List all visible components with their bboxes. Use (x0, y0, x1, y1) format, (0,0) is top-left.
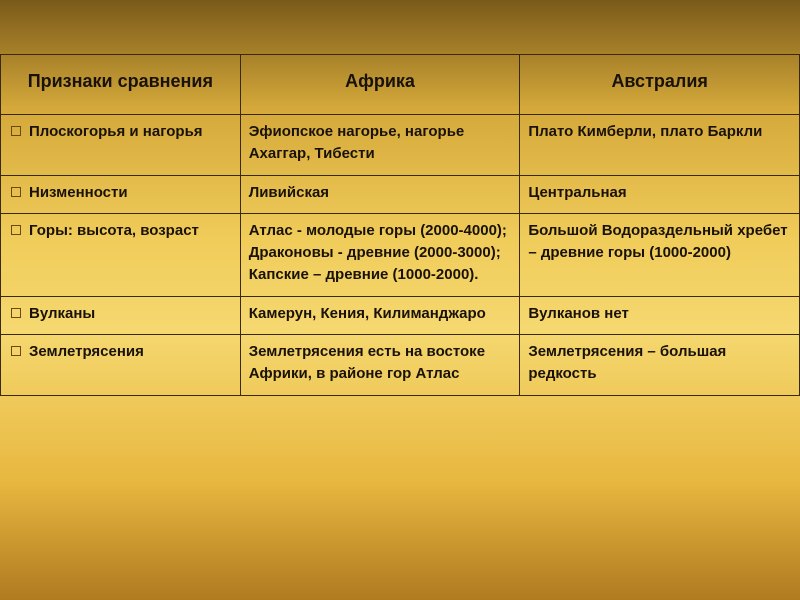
table-row: Низменности ЛивийскаяЦентральная (1, 175, 800, 214)
criteria-cell: Низменности (1, 175, 241, 214)
africa-cell: Камерун, Кения, Килиманджаро (240, 296, 520, 335)
bullet-icon (11, 308, 21, 318)
bullet-icon (11, 126, 21, 136)
bullet-icon (11, 187, 21, 197)
criteria-label: Плоскогорья и нагорья (29, 121, 232, 143)
table-body: Плоскогорья и нагорья Эфиопское нагорье, … (1, 115, 800, 396)
table-row: Землетрясения Землетрясения есть на восто… (1, 335, 800, 396)
bullet-icon (11, 346, 21, 356)
comparison-table: Признаки сравнения Африка Австралия Плос… (0, 54, 800, 396)
criteria-label: Вулканы (29, 303, 232, 325)
criteria-label: Горы: высота, возраст (29, 220, 232, 242)
criteria-label: Низменности (29, 182, 232, 204)
criteria-label: Землетрясения (29, 341, 232, 363)
table-header-row: Признаки сравнения Африка Австралия (1, 55, 800, 115)
africa-cell: Эфиопское нагорье, нагорье Ахаггар, Тибе… (240, 115, 520, 176)
table-row: Вулканы Камерун, Кения, КилиманджароВулка… (1, 296, 800, 335)
criteria-cell: Горы: высота, возраст (1, 214, 241, 296)
africa-cell: Атлас - молодые горы (2000-4000); Дракон… (240, 214, 520, 296)
header-africa: Африка (240, 55, 520, 115)
africa-cell: Землетрясения есть на востоке Африки, в … (240, 335, 520, 396)
criteria-cell: Землетрясения (1, 335, 241, 396)
australia-cell: Большой Водораздельный хребет – древние … (520, 214, 800, 296)
header-australia: Австралия (520, 55, 800, 115)
bullet-icon (11, 225, 21, 235)
criteria-cell: Вулканы (1, 296, 241, 335)
africa-cell: Ливийская (240, 175, 520, 214)
table-row: Плоскогорья и нагорья Эфиопское нагорье, … (1, 115, 800, 176)
australia-cell: Землетрясения – большая редкость (520, 335, 800, 396)
criteria-cell: Плоскогорья и нагорья (1, 115, 241, 176)
australia-cell: Плато Кимберли, плато Баркли (520, 115, 800, 176)
table-row: Горы: высота, возраст Атлас - молодые гор… (1, 214, 800, 296)
australia-cell: Вулканов нет (520, 296, 800, 335)
header-criteria: Признаки сравнения (1, 55, 241, 115)
australia-cell: Центральная (520, 175, 800, 214)
